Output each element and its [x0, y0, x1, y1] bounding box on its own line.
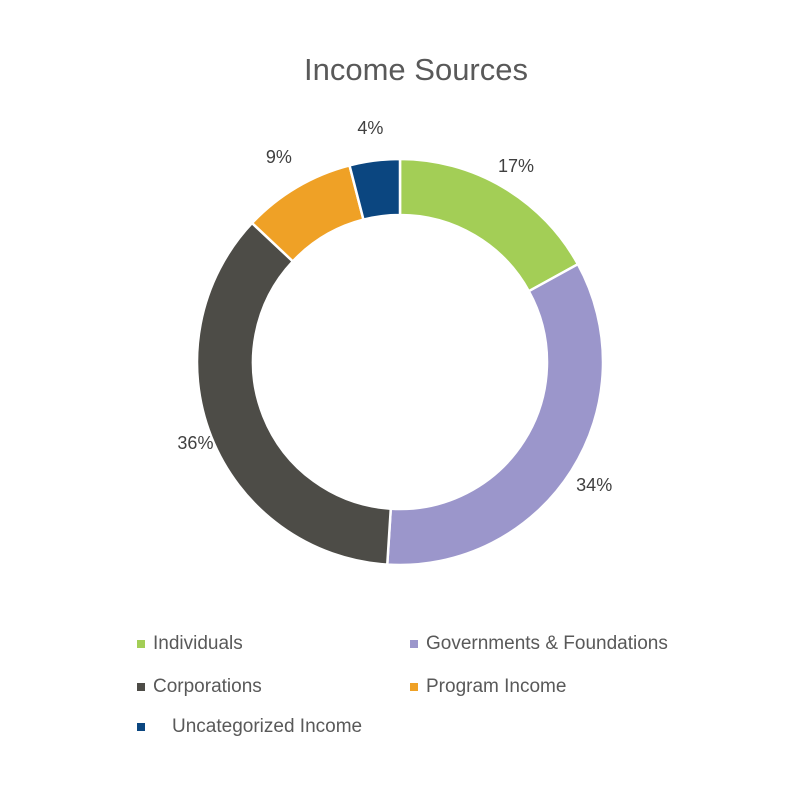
data-label-individuals: 17%	[498, 156, 534, 176]
slice-governments-foundations	[385, 262, 605, 567]
data-label-corporations: 36%	[177, 433, 213, 453]
slice-individuals	[398, 157, 580, 293]
slice-uncategorized-income	[347, 157, 402, 222]
data-label-program-income: 9%	[266, 147, 292, 167]
chart-title: Income Sources	[304, 52, 528, 87]
slice-corporations	[195, 221, 393, 566]
data-label-governments-foundations: 34%	[576, 475, 612, 495]
data-label-uncategorized-income: 4%	[357, 118, 383, 138]
